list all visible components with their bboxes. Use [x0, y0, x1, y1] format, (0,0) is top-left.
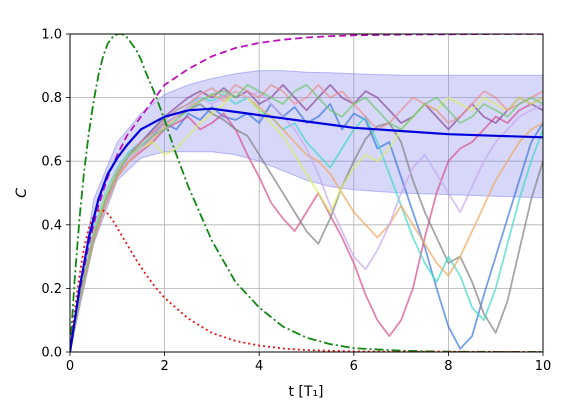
trajectory-line: [70, 90, 543, 352]
x-axis-label: t [T₁]: [288, 384, 323, 400]
dashed-curve: [70, 34, 543, 352]
x-tick-label: 4: [255, 359, 263, 374]
y-axis-label: C: [14, 188, 30, 198]
x-tick-label: 8: [444, 359, 452, 374]
dashdot-curve: [70, 34, 543, 352]
x-tick-label: 2: [160, 359, 168, 374]
y-tick-label: 1.0: [41, 28, 62, 43]
x-tick-label: 6: [350, 359, 358, 374]
x-tick-label: 0: [66, 359, 74, 374]
x-tick-label: 10: [535, 359, 552, 374]
trajectory-line: [70, 96, 543, 352]
std-band: [70, 70, 543, 352]
plot-area: [70, 34, 543, 352]
trajectory-line: [70, 90, 543, 352]
y-tick-label: 0.8: [41, 91, 62, 106]
y-tick-label: 0.0: [41, 346, 62, 361]
trajectory-line: [70, 84, 543, 352]
axes-frame: [69, 33, 544, 353]
axis-ticks: 0 2 4 6 8 10 0.0 0.2 0.4 0.6 0.8 1.0: [41, 28, 551, 375]
mean-curve: [70, 107, 543, 352]
trajectory-line: [70, 84, 543, 352]
y-tick-label: 0.6: [41, 155, 62, 170]
y-tick-label: 0.2: [41, 282, 62, 297]
dotted-curve: [70, 209, 543, 352]
y-tick-label: 0.4: [41, 218, 62, 233]
